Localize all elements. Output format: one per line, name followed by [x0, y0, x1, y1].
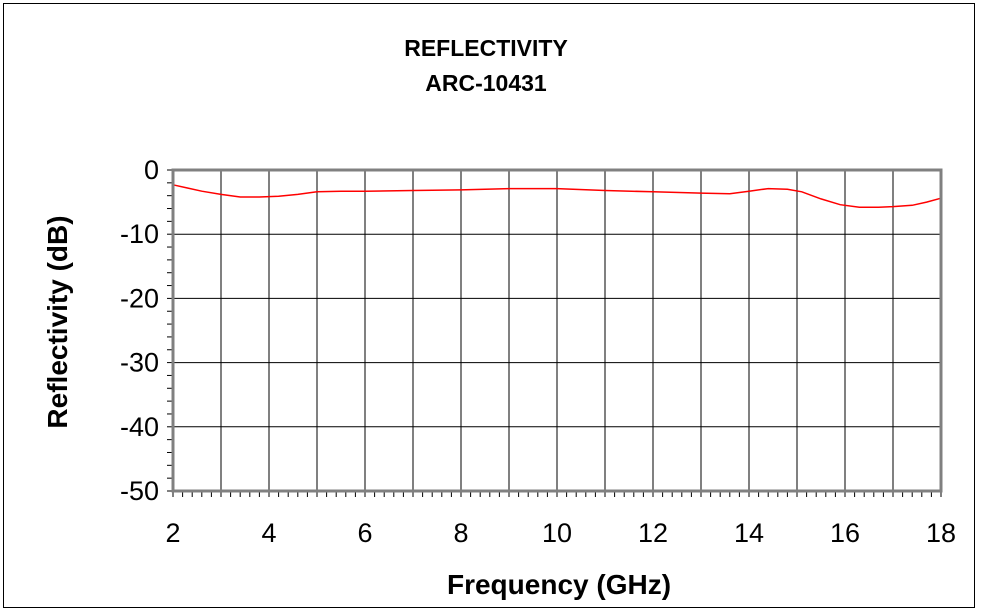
- chart-subtitle: ARC-10431: [425, 70, 547, 96]
- grid-lines: [173, 170, 941, 491]
- x-tick-labels: 2 4 6 8 10 12 14 16 18: [165, 518, 956, 548]
- x-tick-label: 16: [830, 518, 860, 548]
- chart-title: REFLECTIVITY: [404, 35, 568, 61]
- x-tick-label: 8: [453, 518, 468, 548]
- x-tick-label: 6: [357, 518, 372, 548]
- y-tick-label: -20: [120, 283, 159, 313]
- x-tick-label: 4: [261, 518, 276, 548]
- reflectivity-chart: REFLECTIVITY ARC-10431 2 4 6 8 10 12 14 16 18 0 -…: [42, 35, 956, 600]
- y-tick-label: -30: [120, 348, 159, 378]
- y-tick-label: -10: [120, 219, 159, 249]
- y-tick-label: -40: [120, 412, 159, 442]
- x-axis-label: Frequency (GHz): [447, 569, 671, 600]
- y-tick-label: 0: [144, 155, 159, 185]
- y-axis-label: Reflectivity (dB): [42, 215, 73, 428]
- y-tick-labels: 0 -10 -20 -30 -40 -50: [120, 155, 159, 506]
- x-tick-label: 18: [926, 518, 956, 548]
- y-tick-label: -50: [120, 476, 159, 506]
- x-tick-label: 14: [734, 518, 764, 548]
- series-line: [172, 184, 942, 208]
- x-tick-label: 10: [542, 518, 572, 548]
- x-tick-label: 2: [165, 518, 180, 548]
- chart-frame: REFLECTIVITY ARC-10431 2 4 6 8 10 12 14 16 18 0 -…: [3, 3, 975, 608]
- plot-border: [171, 168, 943, 493]
- x-tick-label: 12: [638, 518, 668, 548]
